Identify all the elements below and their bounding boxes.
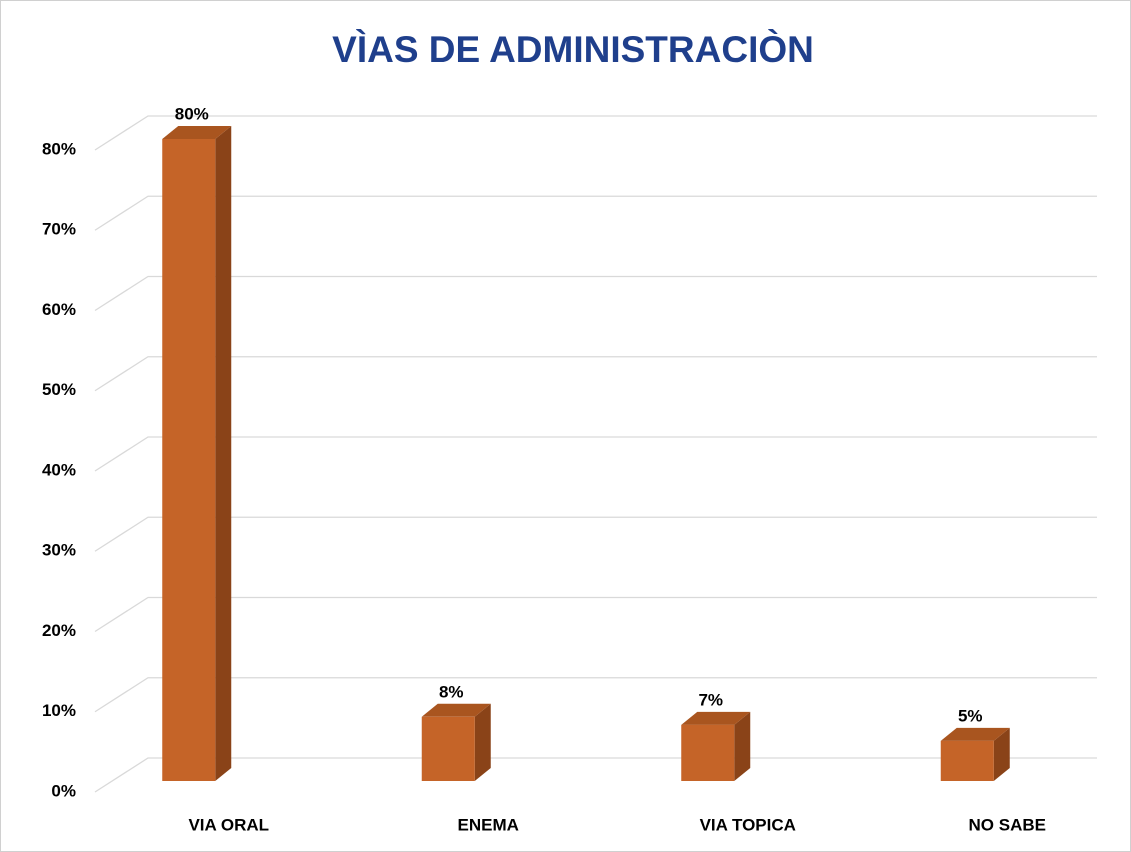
bar-side <box>993 727 1010 781</box>
y-tick-label: 80% <box>42 139 76 158</box>
grid-line <box>94 275 1097 312</box>
bar <box>421 716 475 781</box>
x-tick-label: VIA ORAL <box>188 815 269 834</box>
bar-top <box>681 711 751 725</box>
bar-side <box>215 126 232 781</box>
bar <box>681 724 735 781</box>
grid-line <box>94 115 1097 151</box>
data-label: 8% <box>439 682 464 701</box>
bar <box>162 139 216 781</box>
x-tick-label: NO SABE <box>969 815 1046 834</box>
bar-side <box>734 711 751 781</box>
grid-line <box>94 757 1097 793</box>
y-tick-label: 30% <box>42 541 76 560</box>
data-label: 7% <box>698 690 723 709</box>
data-label: 5% <box>958 706 983 725</box>
y-tick-label: 0% <box>51 781 76 800</box>
bar-top <box>940 727 1010 741</box>
y-tick-label: 40% <box>42 460 76 479</box>
data-label: 80% <box>175 104 209 123</box>
grid-line <box>94 195 1097 231</box>
bar-top <box>421 703 491 717</box>
y-tick-label: 10% <box>42 701 76 720</box>
chart-title: VÌAS DE ADMINISTRACIÒN <box>332 28 814 70</box>
x-tick-label: VIA TOPICA <box>700 815 796 834</box>
y-tick-label: 70% <box>42 220 76 239</box>
grid-line <box>94 436 1097 472</box>
grid-line <box>94 596 1097 633</box>
bar-side <box>474 703 491 781</box>
x-tick-label: ENEMA <box>458 815 519 834</box>
grid-line <box>94 516 1097 552</box>
bar-top <box>162 126 232 139</box>
y-tick-label: 50% <box>42 380 76 399</box>
grid-line <box>94 677 1097 713</box>
grid-line <box>94 356 1097 392</box>
y-tick-label: 20% <box>42 621 76 640</box>
y-tick-label: 60% <box>42 300 76 319</box>
bar <box>940 740 994 781</box>
